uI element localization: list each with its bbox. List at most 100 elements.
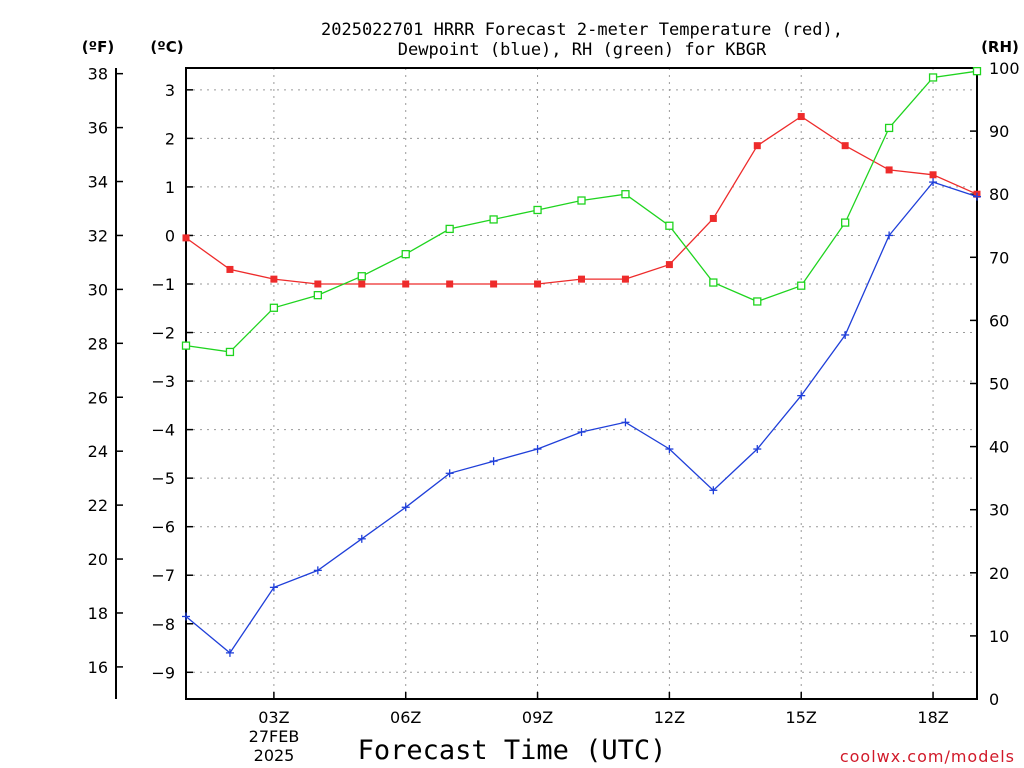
- rh-tick-label: 70: [989, 248, 1009, 267]
- temp-point: [182, 234, 190, 242]
- rh-point: [489, 215, 498, 224]
- temp-point: [753, 142, 761, 150]
- celsius-tick-label: 0: [165, 226, 175, 245]
- temp-point: [578, 275, 585, 283]
- celsius-tick-label: −3: [151, 372, 175, 391]
- dewpoint-point: [797, 391, 806, 400]
- rh-point: [225, 347, 235, 357]
- temp-point: [226, 265, 234, 273]
- dewpoint-point: [401, 503, 410, 512]
- time-tick-label: 18Z: [917, 708, 948, 727]
- celsius-tick-label: −8: [151, 615, 175, 634]
- temp-point: [270, 275, 278, 283]
- dewpoint-point: [885, 231, 894, 240]
- rh-line: [185, 70, 978, 353]
- celsius-tick-label: 3: [165, 81, 175, 100]
- fahrenheit-axis-unit: (ºF): [82, 38, 114, 56]
- celsius-tick-label: 1: [165, 178, 175, 197]
- plot-frame: [185, 67, 978, 700]
- rh-point: [797, 281, 806, 290]
- celsius-tick-label: −4: [151, 421, 175, 440]
- rh-tick-label: 0: [989, 690, 999, 709]
- rh-tick-label: 20: [989, 564, 1009, 583]
- grid-lines: [186, 68, 977, 699]
- chart-title-line-2: Dewpoint (blue), RH (green) for KBGR: [398, 40, 767, 60]
- rh-point: [884, 123, 894, 133]
- temp-point: [709, 214, 717, 222]
- rh-point: [533, 205, 542, 215]
- time-tick-label: 06Z: [390, 708, 421, 727]
- rh-point: [577, 196, 586, 205]
- rh-point: [709, 278, 718, 287]
- dewpoint-point: [313, 566, 322, 575]
- rh-axis-unit: (RH): [981, 38, 1019, 56]
- dewpoint-point: [225, 648, 234, 657]
- fahrenheit-tick-label: 30: [88, 280, 108, 299]
- temp-point: [358, 280, 366, 288]
- celsius-tick-label: −2: [151, 324, 175, 343]
- fahrenheit-tick-label: 18: [88, 604, 108, 623]
- rh-point: [841, 218, 850, 227]
- dewpoint-point: [489, 457, 498, 466]
- dewpoint-point: [621, 418, 630, 427]
- celsius-tick-label: −9: [151, 663, 175, 682]
- rh-point: [621, 190, 630, 199]
- temp-point: [534, 280, 542, 288]
- rh-tick-label: 10: [989, 627, 1009, 646]
- credit-text: coolwx.com/models: [840, 747, 1015, 766]
- rh-point: [445, 224, 454, 234]
- dewpoint-point: [533, 445, 542, 454]
- fahrenheit-axis: 16 18 20 22 24 26 28 30 32 34 36 38: [88, 65, 123, 699]
- temp-point: [402, 280, 410, 288]
- celsius-tick-label: −6: [151, 518, 175, 537]
- rh-point: [972, 67, 982, 76]
- date-label-year: 2025: [254, 746, 295, 765]
- dewpoint-point: [709, 486, 718, 495]
- time-tick-label: 12Z: [654, 708, 685, 727]
- celsius-axis-unit: (ºC): [150, 38, 183, 56]
- celsius-tick-label: −1: [151, 275, 175, 294]
- rh-point: [269, 303, 279, 312]
- celsius-tick-label: −5: [151, 469, 175, 488]
- dewpoint-point: [841, 330, 850, 339]
- celsius-tick-label: −7: [151, 566, 175, 585]
- fahrenheit-tick-label: 38: [88, 65, 108, 84]
- dewpoint-point: [973, 192, 981, 201]
- dewpoint-point: [753, 445, 762, 454]
- temp-point: [797, 113, 805, 121]
- rh-tick-label: 30: [989, 501, 1009, 520]
- rh-tick-label: 100: [989, 59, 1020, 78]
- dewpoint-point: [269, 583, 278, 592]
- dewpoint-point: [182, 612, 190, 621]
- rh-tick-label: 90: [989, 122, 1009, 141]
- rh-point: [753, 297, 762, 306]
- rh-point: [357, 272, 366, 281]
- dewpoint-point: [929, 178, 938, 187]
- fahrenheit-tick-label: 28: [88, 334, 108, 353]
- fahrenheit-tick-label: 36: [88, 119, 108, 138]
- fahrenheit-tick-label: 34: [88, 173, 108, 192]
- celsius-axis: −9 −8 −7 −6 −5 −4 −3 −2 −1 0 1 2 3: [151, 81, 193, 682]
- temp-point: [490, 280, 498, 288]
- dewpoint-point: [445, 469, 454, 478]
- dewpoint-series: [182, 178, 981, 657]
- fahrenheit-tick-label: 26: [88, 388, 108, 407]
- date-label-day: 27FEB: [249, 727, 300, 746]
- rh-tick-label: 60: [989, 311, 1009, 330]
- temp-point: [314, 280, 322, 288]
- time-tick-label: 09Z: [522, 708, 553, 727]
- rh-point: [313, 291, 322, 300]
- rh-tick-label: 80: [989, 185, 1009, 204]
- dewpoint-point: [577, 428, 586, 437]
- fahrenheit-tick-label: 22: [88, 496, 108, 515]
- rh-point: [401, 249, 410, 259]
- x-axis-label: Forecast Time (UTC): [358, 735, 667, 766]
- temp-point: [929, 171, 937, 179]
- temp-point: [446, 280, 454, 288]
- fahrenheit-tick-label: 24: [88, 442, 108, 461]
- time-tick-label: 15Z: [786, 708, 817, 727]
- rh-axis: 0 10 20 30 40 50 60 70 80 90 100: [970, 59, 1020, 709]
- temp-point: [665, 261, 673, 269]
- rh-tick-label: 40: [989, 438, 1009, 457]
